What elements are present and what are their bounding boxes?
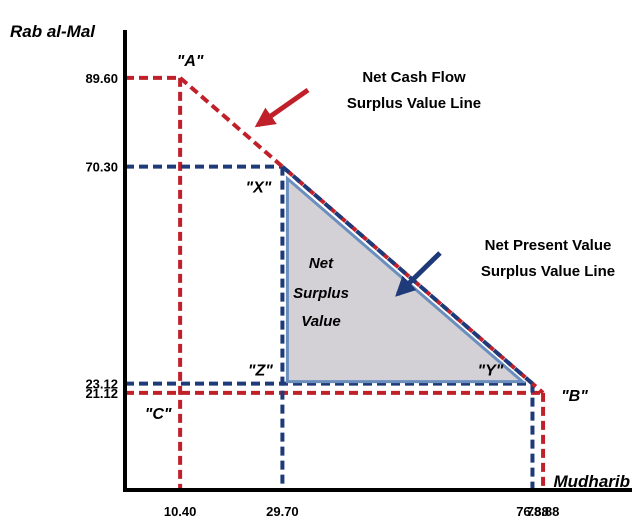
y-tick-label-2: 23.12 <box>85 377 118 392</box>
point-label-a: "A" <box>177 53 204 70</box>
y-tick-label-1: 70.30 <box>85 160 118 175</box>
npv-annotation-line1: Net Present Value <box>485 237 612 254</box>
ncf-annotation-line1: Net Cash Flow <box>362 69 466 86</box>
y-axis-title: Rab al-Mal <box>10 22 96 41</box>
y-tick-label-3: 21.12 <box>85 386 118 401</box>
x-tick-label-2: 76.88 <box>516 504 549 519</box>
x-tick-label-1: 29.70 <box>266 504 299 519</box>
point-label-c: "C" <box>145 406 172 423</box>
x-tick-label-3: 78.88 <box>527 504 560 519</box>
surplus-lines <box>178 76 545 395</box>
point-label-z: "Z" <box>248 363 273 380</box>
x-axis-title: Mudharib <box>554 472 631 491</box>
point-label-x: "X" <box>245 180 271 197</box>
ncf-arrow <box>254 87 310 128</box>
npv-arrow <box>395 251 442 297</box>
axes <box>123 30 632 492</box>
center-label-line1: Net <box>309 255 334 272</box>
net-surplus-triangle <box>285 175 527 384</box>
point-label-b: "B" <box>561 388 588 405</box>
y-tick-label-0: 89.60 <box>85 71 118 86</box>
guide-lines <box>125 75 546 490</box>
point-label-y: "Y" <box>478 363 504 380</box>
npv-annotation-line2: Surplus Value Line <box>481 263 615 280</box>
center-label-line2: Surplus <box>293 285 349 302</box>
center-label-line3: Value <box>301 313 340 330</box>
x-tick-label-0: 10.40 <box>164 504 197 519</box>
net-surplus-region <box>285 175 527 384</box>
ncf-annotation-line2: Surplus Value Line <box>347 95 481 112</box>
